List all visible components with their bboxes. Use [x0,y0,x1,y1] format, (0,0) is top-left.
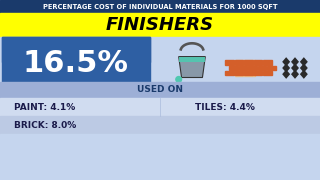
Text: TILES: 4.4%: TILES: 4.4% [195,102,255,111]
Bar [253,60,262,65]
Bar [239,66,247,70]
Text: PERCENTAGE COST OF INDIVIDUAL MATERIALS FOR 1000 SQFT: PERCENTAGE COST OF INDIVIDUAL MATERIALS … [43,3,277,10]
Polygon shape [300,63,308,73]
Polygon shape [291,69,299,79]
Bar [0,82,320,98]
Polygon shape [282,63,290,73]
Bar [235,60,243,65]
Circle shape [176,76,181,82]
Bar [263,60,272,65]
Bar [225,60,234,65]
Bar [0,134,320,180]
Text: FINISHERS: FINISHERS [106,16,214,34]
Bar [225,71,234,75]
Text: USED ON: USED ON [137,86,183,94]
Bar [0,37,320,62]
Text: BRICK: 8.0%: BRICK: 8.0% [14,120,76,129]
Polygon shape [282,69,290,79]
Bar [248,66,257,70]
Bar [263,71,272,75]
Bar [0,98,320,116]
Bar [244,60,252,65]
Polygon shape [300,69,308,79]
Text: PAINT: 4.1%: PAINT: 4.1% [14,102,75,111]
Text: 16.5%: 16.5% [23,50,129,78]
Bar [267,66,276,70]
Bar [244,71,252,75]
Polygon shape [282,57,290,66]
Polygon shape [291,63,299,73]
Polygon shape [179,57,205,62]
Bar [229,66,238,70]
Bar [2,37,150,62]
Polygon shape [300,57,308,66]
Bar [253,71,262,75]
Polygon shape [179,57,205,78]
Bar [235,60,255,76]
Bar [0,116,320,134]
Bar [0,0,320,13]
Bar [235,71,243,75]
Bar [0,13,320,37]
Bar [258,66,266,70]
Bar [2,37,150,90]
Polygon shape [291,57,299,66]
